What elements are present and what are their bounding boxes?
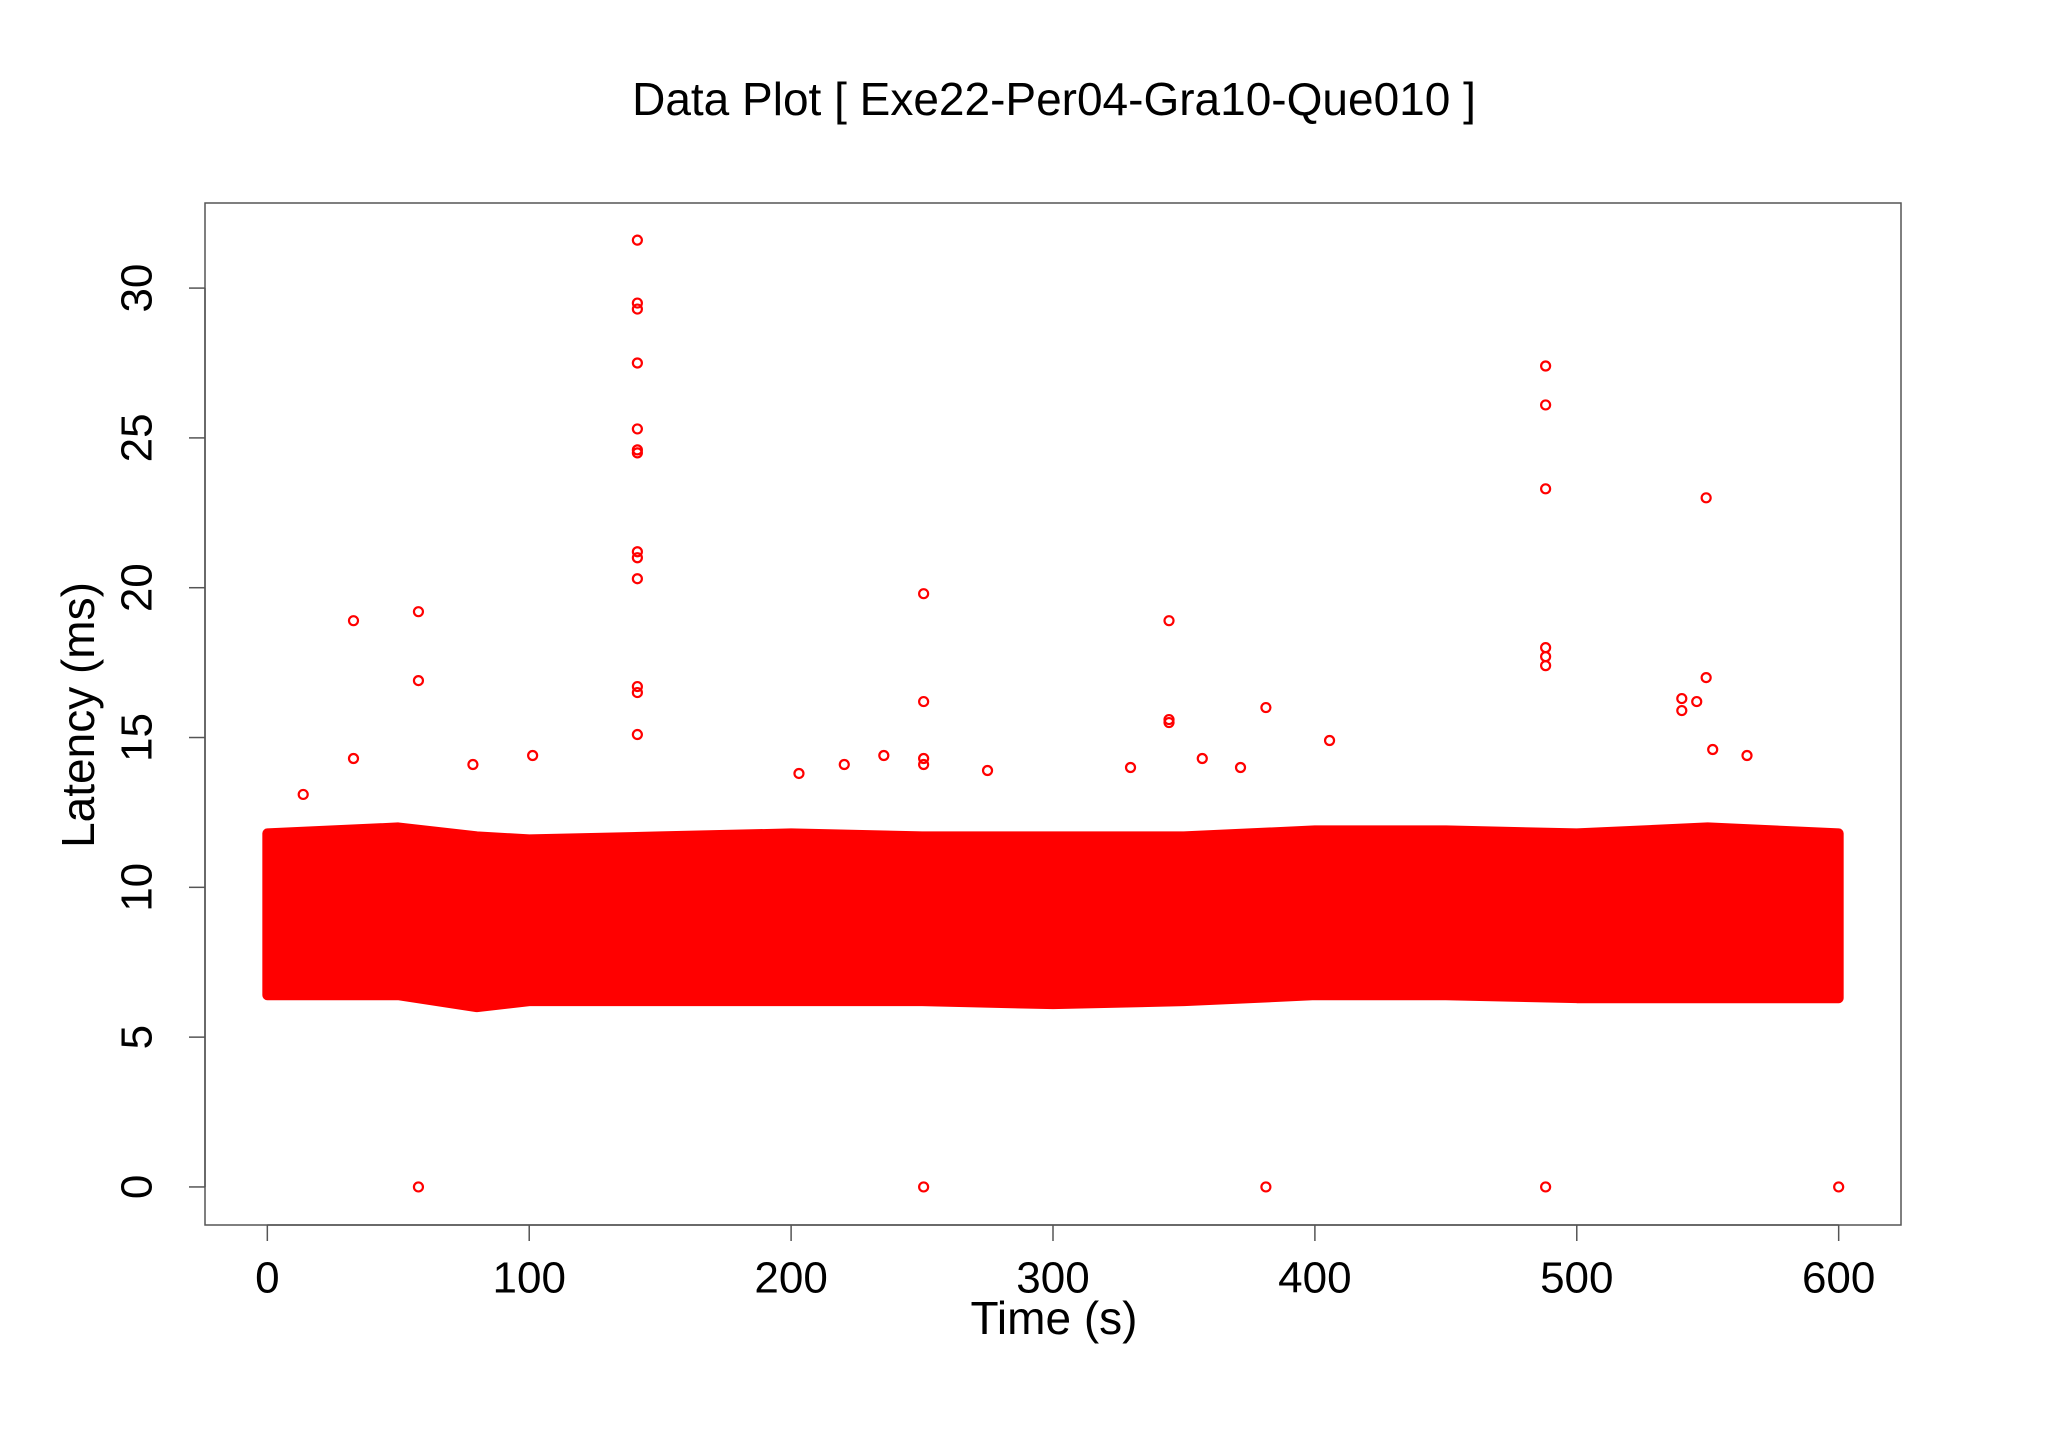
point bbox=[631, 234, 643, 246]
point bbox=[1700, 492, 1712, 504]
point bbox=[412, 606, 425, 618]
x-tick-label: 500 bbox=[1540, 1254, 1613, 1303]
point bbox=[981, 764, 994, 777]
point bbox=[1833, 1181, 1845, 1193]
point bbox=[1540, 399, 1552, 411]
chart-title: Data Plot [ Exe22-Per04-Gra10-Que010 ] bbox=[632, 73, 1476, 125]
x-tick-label: 400 bbox=[1278, 1254, 1351, 1303]
point bbox=[1163, 615, 1175, 627]
point bbox=[631, 573, 643, 585]
point bbox=[793, 767, 805, 780]
point bbox=[347, 752, 360, 765]
y-tick-label: 25 bbox=[113, 413, 162, 462]
point bbox=[1196, 752, 1208, 765]
point bbox=[1124, 761, 1137, 774]
point bbox=[918, 758, 930, 771]
y-tick-label: 0 bbox=[113, 1175, 162, 1199]
point bbox=[1540, 651, 1552, 663]
y-axis-label: Latency (ms) bbox=[52, 582, 104, 848]
x-tick-label: 600 bbox=[1802, 1254, 1875, 1303]
x-axis-label: Time (s) bbox=[971, 1292, 1138, 1344]
x-tick-label: 0 bbox=[255, 1254, 279, 1303]
point bbox=[631, 686, 643, 699]
point bbox=[631, 447, 643, 459]
point bbox=[631, 303, 643, 315]
y-tick-label: 15 bbox=[113, 713, 162, 762]
point bbox=[412, 674, 425, 687]
point bbox=[1540, 1181, 1552, 1193]
point bbox=[297, 788, 309, 801]
point bbox=[527, 749, 539, 762]
point bbox=[631, 680, 643, 693]
point bbox=[1260, 701, 1272, 714]
point bbox=[412, 1181, 425, 1193]
point bbox=[1540, 360, 1552, 372]
point bbox=[918, 1181, 930, 1193]
point bbox=[631, 552, 643, 564]
point bbox=[1540, 660, 1552, 672]
point bbox=[918, 752, 930, 765]
point bbox=[347, 615, 360, 627]
point bbox=[1707, 743, 1719, 756]
point bbox=[1700, 671, 1712, 684]
point bbox=[631, 297, 643, 309]
point bbox=[1163, 716, 1175, 729]
y-tick-label: 10 bbox=[113, 863, 162, 912]
plot-frame bbox=[204, 202, 1902, 1226]
point bbox=[1691, 695, 1703, 708]
point bbox=[878, 749, 890, 762]
point bbox=[1741, 749, 1753, 762]
point bbox=[838, 758, 850, 771]
point bbox=[1260, 1181, 1272, 1193]
point bbox=[1540, 483, 1552, 495]
point bbox=[1323, 734, 1336, 747]
point bbox=[1676, 704, 1688, 717]
x-tick-label: 300 bbox=[1016, 1254, 1089, 1303]
point bbox=[631, 546, 643, 558]
point bbox=[1234, 761, 1247, 774]
y-tick-label: 5 bbox=[113, 1025, 162, 1049]
y-tick-label: 20 bbox=[113, 563, 162, 612]
x-tick-label: 100 bbox=[493, 1254, 566, 1303]
x-tick-label: 200 bbox=[754, 1254, 827, 1303]
point bbox=[1540, 642, 1552, 654]
point bbox=[918, 588, 930, 600]
y-tick-label: 30 bbox=[113, 264, 162, 313]
point bbox=[631, 423, 643, 435]
point bbox=[1676, 692, 1688, 705]
point bbox=[631, 357, 643, 369]
point bbox=[631, 728, 643, 741]
point-band bbox=[262, 822, 1844, 1013]
point bbox=[467, 758, 479, 771]
point bbox=[918, 695, 930, 708]
